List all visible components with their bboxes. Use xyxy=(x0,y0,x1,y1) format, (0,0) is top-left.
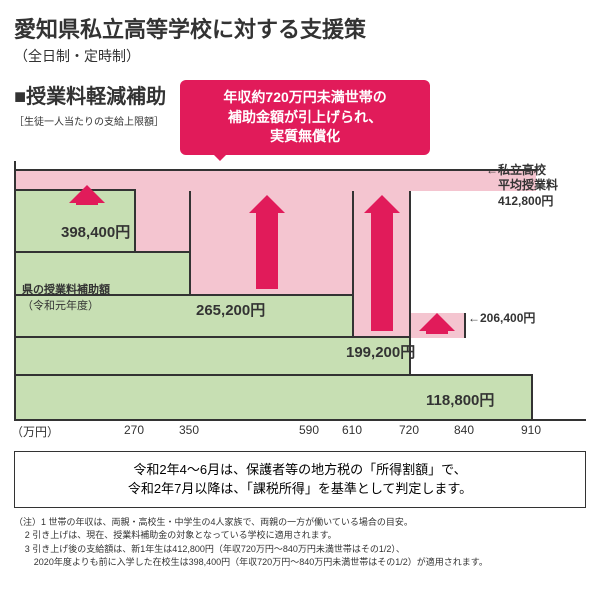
callout-line: 年収約720万円未満世帯の xyxy=(194,88,416,108)
footnote: （注）1 世帯の年収は、両親・高校生・中学生の4人家族で、両親の一方が働いている… xyxy=(14,516,586,530)
section-caption: ［生徒一人当たりの支給上限額］ xyxy=(14,113,166,128)
x-tick: 350 xyxy=(179,423,199,437)
callout-line: 実質無償化 xyxy=(194,127,416,147)
footnote: 2 引き上げは、現在、授業料補助金の対象となっている学校に適用されます。 xyxy=(14,529,586,543)
x-tick: 610 xyxy=(342,423,362,437)
pink-raise xyxy=(136,191,191,253)
info-line: 令和2年4～6月は、保護者等の地方税の「所得割額」で、 xyxy=(27,460,573,480)
value-label: 199,200円 xyxy=(346,341,415,362)
raise-arrow-icon xyxy=(371,211,393,331)
value-label: 265,200円 xyxy=(196,299,265,320)
raise-arrow-icon xyxy=(426,329,448,334)
x-tick: 910 xyxy=(521,423,541,437)
new-amount-label: ←206,400円 xyxy=(468,309,535,326)
raise-arrow-icon xyxy=(76,201,98,205)
value-label: 398,400円 xyxy=(61,221,130,242)
footnote: 2020年度よりも前に入学した在校生は398,400円（年収720万円～840万… xyxy=(14,556,586,570)
step-chart: 398,400円 265,200円 199,200円 118,800円 県の授業… xyxy=(14,161,586,421)
raise-arrow-icon xyxy=(256,211,278,289)
page-title: 愛知県私立高等学校に対する支援策 xyxy=(14,12,586,44)
x-tick: 270 xyxy=(124,423,144,437)
avg-tuition-label: ←私立高校 平均授業料 412,800円 xyxy=(486,163,558,210)
page-subtitle: （全日制・定時制） xyxy=(14,46,586,66)
pref-subsidy-label: 県の授業料補助額 （令和元年度） xyxy=(22,281,110,313)
x-axis-unit: （万円） xyxy=(11,423,59,440)
x-tick: 590 xyxy=(299,423,319,437)
x-tick: 720 xyxy=(399,423,419,437)
value-label: 118,800円 xyxy=(426,389,494,410)
info-line: 令和2年7月以降は、「課税所得」を基準として判定します。 xyxy=(27,479,573,499)
x-tick: 840 xyxy=(454,423,474,437)
info-box: 令和2年4～6月は、保護者等の地方税の「所得割額」で、 令和2年7月以降は、「課… xyxy=(14,451,586,508)
x-axis: （万円） 270 350 590 610 720 840 910 xyxy=(14,423,586,443)
footnote: 3 引き上げ後の支給額は、新1年生は412,800円（年収720万円～840万円… xyxy=(14,543,586,557)
section-title: ■授業料軽減補助 xyxy=(14,80,166,109)
footnotes: （注）1 世帯の年収は、両親・高校生・中学生の4人家族で、両親の一方が働いている… xyxy=(14,516,586,570)
callout: 年収約720万円未満世帯の 補助金額が引上げられ、 実質無償化 xyxy=(180,80,430,155)
callout-line: 補助金額が引上げられ、 xyxy=(194,108,416,128)
